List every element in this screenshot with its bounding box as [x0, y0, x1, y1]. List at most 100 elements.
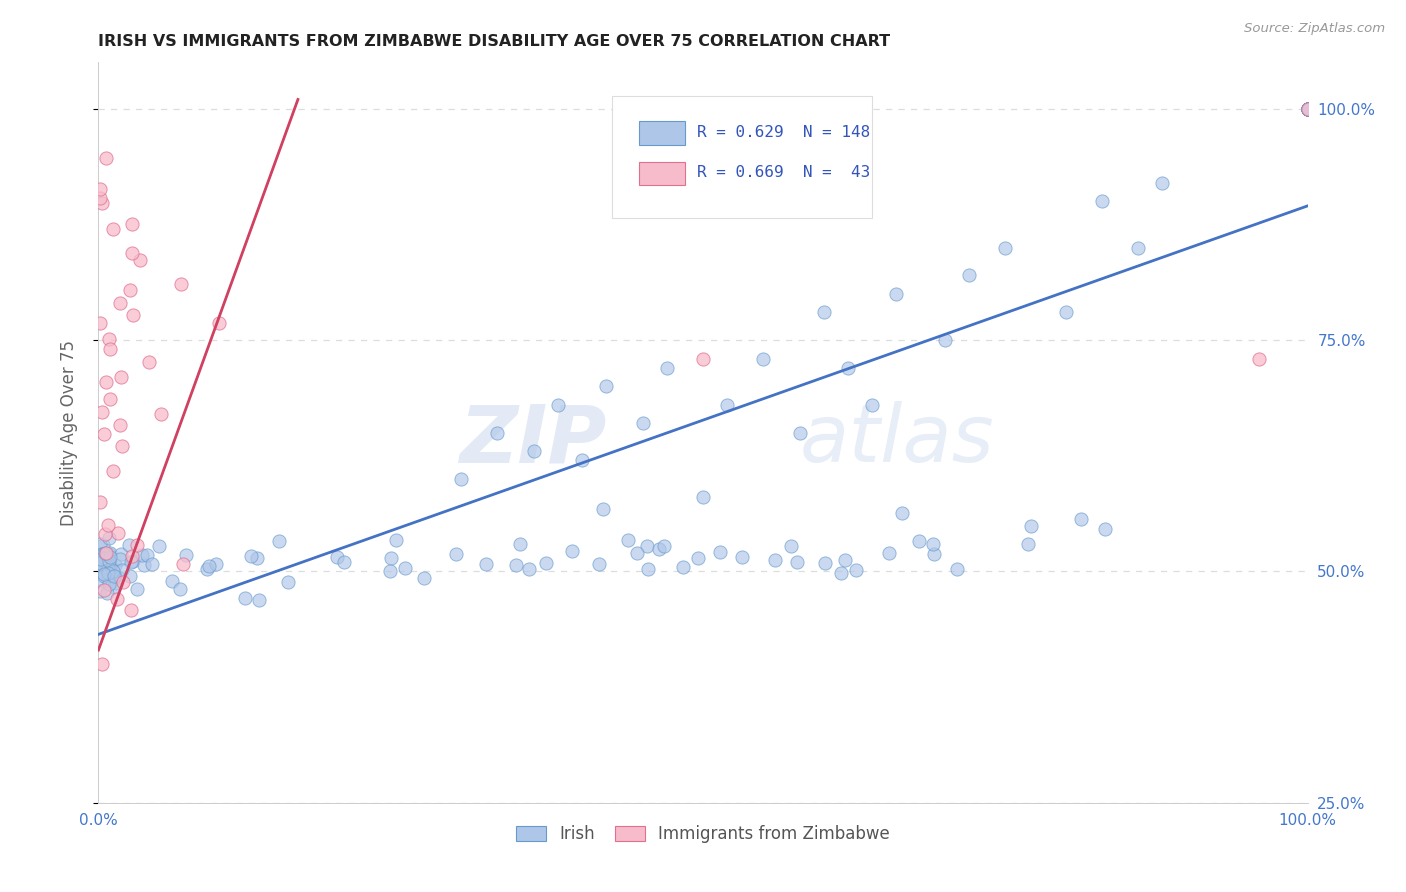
Point	[1054, 305, 1077, 319]
Point	[100, 561, 122, 575]
Point	[97, 566, 120, 580]
Point	[240, 549, 263, 564]
Point	[946, 562, 969, 576]
Point	[128, 252, 150, 267]
Point	[110, 547, 132, 561]
Point	[98, 531, 121, 545]
Point	[1019, 519, 1042, 533]
Point	[149, 408, 172, 422]
Point	[475, 557, 498, 571]
Point	[1296, 102, 1319, 116]
Point	[523, 444, 546, 458]
Point	[845, 563, 868, 577]
Point	[89, 547, 111, 561]
Point	[588, 557, 610, 571]
Point	[1296, 102, 1319, 116]
Point	[325, 549, 347, 564]
Point	[1017, 537, 1039, 551]
Point	[89, 553, 111, 567]
Point	[592, 501, 614, 516]
Point	[1128, 240, 1150, 255]
Point	[96, 567, 118, 582]
Point	[108, 418, 131, 433]
Point	[333, 556, 356, 570]
Point	[444, 547, 467, 561]
Point	[1296, 102, 1319, 116]
Point	[91, 538, 114, 552]
Point	[1296, 102, 1319, 116]
Point	[779, 539, 801, 553]
Point	[101, 565, 124, 579]
Point	[138, 354, 160, 368]
Point	[413, 571, 436, 585]
Point	[385, 533, 408, 547]
Point	[561, 544, 583, 558]
Point	[957, 268, 980, 283]
Point	[89, 495, 111, 509]
Point	[692, 351, 714, 366]
Point	[118, 569, 141, 583]
Point	[860, 398, 883, 412]
Point	[96, 559, 118, 574]
Point	[267, 533, 290, 548]
Point	[98, 342, 121, 356]
Point	[247, 592, 270, 607]
Y-axis label: Disability Age Over 75: Disability Age Over 75	[59, 340, 77, 525]
Point	[97, 559, 120, 574]
Point	[98, 546, 121, 560]
Point	[94, 549, 117, 563]
FancyBboxPatch shape	[613, 95, 872, 218]
Point	[380, 551, 402, 566]
Point	[96, 151, 118, 165]
Point	[631, 417, 654, 431]
Point	[94, 546, 117, 560]
Point	[91, 547, 114, 561]
Point	[813, 305, 835, 319]
Text: ZIP: ZIP	[458, 401, 606, 479]
Point	[120, 603, 142, 617]
Point	[103, 580, 125, 594]
Point	[1296, 102, 1319, 116]
Point	[922, 547, 945, 561]
Point	[89, 556, 111, 570]
Point	[96, 574, 118, 588]
Point	[763, 552, 786, 566]
Point	[148, 539, 170, 553]
Point	[205, 558, 228, 572]
Point	[125, 538, 148, 552]
Point	[97, 554, 120, 568]
Point	[616, 533, 638, 548]
Point	[595, 379, 617, 393]
Point	[1296, 102, 1319, 116]
Point	[93, 567, 115, 582]
Point	[94, 526, 117, 541]
Point	[107, 570, 129, 584]
Point	[89, 583, 111, 598]
Point	[96, 375, 118, 389]
Point	[886, 286, 908, 301]
Point	[93, 569, 115, 583]
Point	[96, 586, 118, 600]
Point	[90, 557, 112, 571]
Point	[169, 582, 191, 597]
Point	[93, 426, 115, 441]
Point	[91, 657, 114, 671]
Point	[686, 550, 709, 565]
Point	[394, 561, 416, 575]
Point	[233, 591, 256, 606]
Point	[1296, 102, 1319, 116]
Point	[97, 562, 120, 576]
Point	[121, 549, 143, 563]
Point	[195, 561, 218, 575]
Point	[709, 545, 731, 559]
Point	[120, 555, 142, 569]
Point	[105, 592, 128, 607]
Point	[731, 550, 754, 565]
Point	[103, 464, 125, 478]
Bar	[638, 161, 685, 186]
Point	[141, 558, 163, 572]
Point	[908, 533, 931, 548]
Point	[208, 316, 231, 330]
Point	[108, 552, 131, 566]
Bar	[638, 121, 685, 145]
